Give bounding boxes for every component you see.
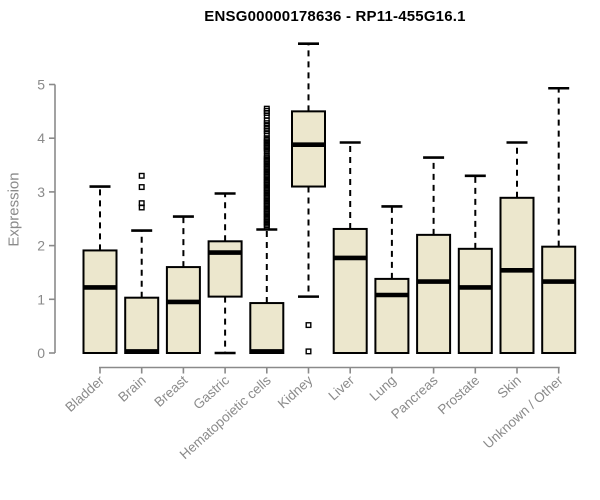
box-hematopoietic-cells bbox=[249, 302, 285, 354]
x-tick-label: Liver bbox=[325, 372, 357, 403]
box-pancreas bbox=[416, 233, 452, 354]
chart-title: ENSG00000178636 - RP11-455G16.1 bbox=[204, 8, 466, 25]
y-tick-label: 5 bbox=[37, 77, 45, 93]
x-tick-label: Breast bbox=[151, 372, 190, 409]
box-lung bbox=[374, 277, 410, 355]
x-tick-label: Skin bbox=[494, 373, 524, 402]
x-tick-label: Bladder bbox=[62, 372, 107, 415]
x-tick-label: Prostate bbox=[435, 373, 482, 418]
box-kidney bbox=[291, 110, 326, 188]
x-tick-label: Pancreas bbox=[388, 372, 441, 421]
outlier-point bbox=[138, 172, 145, 179]
outlier-point bbox=[138, 184, 145, 191]
y-tick-label: 2 bbox=[37, 238, 45, 254]
box-gastric bbox=[207, 240, 243, 298]
y-tick-label: 1 bbox=[37, 291, 45, 307]
x-tick-label: Lung bbox=[367, 373, 399, 404]
x-tick-label: Brain bbox=[115, 373, 148, 405]
box-brain bbox=[124, 296, 160, 354]
box-breast bbox=[165, 266, 201, 354]
box-prostate bbox=[457, 247, 493, 355]
box-unknown-other bbox=[541, 245, 577, 354]
x-tick-label: Kidney bbox=[275, 372, 316, 411]
outlier-point bbox=[263, 105, 270, 112]
y-tick-label: 4 bbox=[37, 130, 45, 146]
outlier-point bbox=[305, 322, 312, 329]
box-bladder bbox=[82, 249, 118, 354]
outlier-point bbox=[305, 348, 312, 355]
y-tick-label: 3 bbox=[37, 184, 45, 200]
box-skin bbox=[499, 196, 535, 354]
outlier-point bbox=[138, 200, 145, 207]
y-tick-label: 0 bbox=[37, 345, 45, 361]
box-liver bbox=[332, 227, 368, 354]
